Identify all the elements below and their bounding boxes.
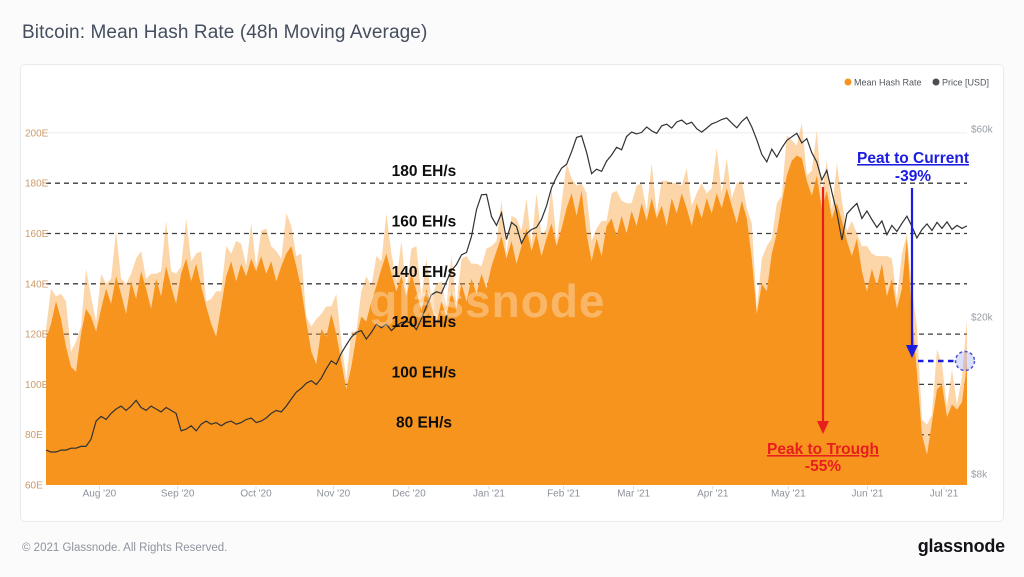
glassnode-logo: glassnode bbox=[917, 536, 1005, 556]
annotation-peak-to-trough: Peak to Trough -55% bbox=[767, 187, 879, 475]
page-title: Bitcoin: Mean Hash Rate (48h Moving Aver… bbox=[22, 22, 428, 43]
annotation-peak-to-current: Peat to Current -39% bbox=[857, 150, 976, 372]
legend: Mean Hash Rate Price [USD] bbox=[844, 78, 989, 88]
x-axis-month-label: Sep '20 bbox=[161, 489, 195, 500]
peak-to-current-percent: -39% bbox=[895, 168, 931, 185]
reference-labels: 180 EH/s 160 EH/s 140 EH/s 120 EH/s 100 EH/s… bbox=[392, 163, 457, 432]
copyright-text: © 2021 Glassnode. All Rights Reserved. bbox=[22, 542, 228, 554]
reference-line-label: 180 EH/s bbox=[392, 163, 457, 180]
x-axis-month-label: Jun '21 bbox=[852, 489, 884, 500]
right-axis-tick: $60k bbox=[971, 125, 994, 136]
right-axis-tick: $20k bbox=[971, 313, 994, 324]
peak-to-current-label: Peat to Current bbox=[857, 150, 969, 167]
left-axis-tick: 80E bbox=[25, 430, 43, 441]
arrow-down-icon bbox=[817, 421, 829, 434]
mean-hash-rate-legend-dot bbox=[844, 78, 852, 86]
left-axis-tick: 180E bbox=[25, 179, 49, 190]
legend-item-mean-hash-rate[interactable]: Mean Hash Rate bbox=[854, 78, 922, 88]
x-axis-month-label: Feb '21 bbox=[547, 489, 580, 500]
x-axis-month-label: May '21 bbox=[771, 489, 806, 500]
left-axis-tick: 60E bbox=[25, 481, 43, 492]
left-axis-tick: 100E bbox=[25, 380, 49, 391]
x-axis-month-label: Nov '20 bbox=[317, 489, 351, 500]
arrow-down-icon bbox=[906, 345, 918, 358]
reference-line-label: 160 EH/s bbox=[392, 214, 457, 231]
x-axis-month-label: Jan '21 bbox=[473, 489, 505, 500]
hashrate-chart[interactable]: glassnode 200E 180E 160E 140E 120E 100E 80E 60E… bbox=[21, 65, 1005, 523]
reference-line-label: 140 EH/s bbox=[392, 264, 457, 281]
price-legend-dot bbox=[932, 78, 940, 86]
x-axis-month-label: Oct '20 bbox=[240, 489, 272, 500]
reference-line-label: 120 EH/s bbox=[392, 314, 457, 331]
glassnode-watermark: glassnode bbox=[369, 275, 606, 327]
reference-line-label: 100 EH/s bbox=[392, 364, 457, 381]
left-axis-tick: 140E bbox=[25, 279, 49, 290]
price-line bbox=[45, 116, 968, 453]
chart-card: glassnode 200E 180E 160E 140E 120E 100E 80E 60E… bbox=[20, 64, 1004, 522]
chart-series bbox=[45, 116, 968, 486]
hash-rate-area bbox=[46, 155, 967, 485]
left-axis-tick: 120E bbox=[25, 330, 49, 341]
peak-to-trough-label: Peak to Trough bbox=[767, 441, 879, 458]
left-axis-tick: 160E bbox=[25, 229, 49, 240]
x-axis-month-label: Aug '20 bbox=[83, 489, 117, 500]
right-axis-tick: $8k bbox=[971, 470, 988, 481]
x-axis-month-label: Apr '21 bbox=[697, 489, 729, 500]
x-axis-month-label: Mar '21 bbox=[617, 489, 650, 500]
x-axis-month-label: Dec '20 bbox=[392, 489, 426, 500]
axis-labels: 200E 180E 160E 140E 120E 100E 80E 60E $60k $20k $8… bbox=[25, 125, 994, 500]
x-axis-month-label: Jul '21 bbox=[930, 489, 959, 500]
legend-item-price[interactable]: Price [USD] bbox=[942, 78, 989, 88]
left-axis-tick: 200E bbox=[25, 128, 49, 139]
reference-line-label: 80 EH/s bbox=[396, 415, 452, 432]
peak-to-trough-percent: -55% bbox=[805, 458, 841, 475]
current-point-highlight-circle bbox=[954, 350, 976, 372]
